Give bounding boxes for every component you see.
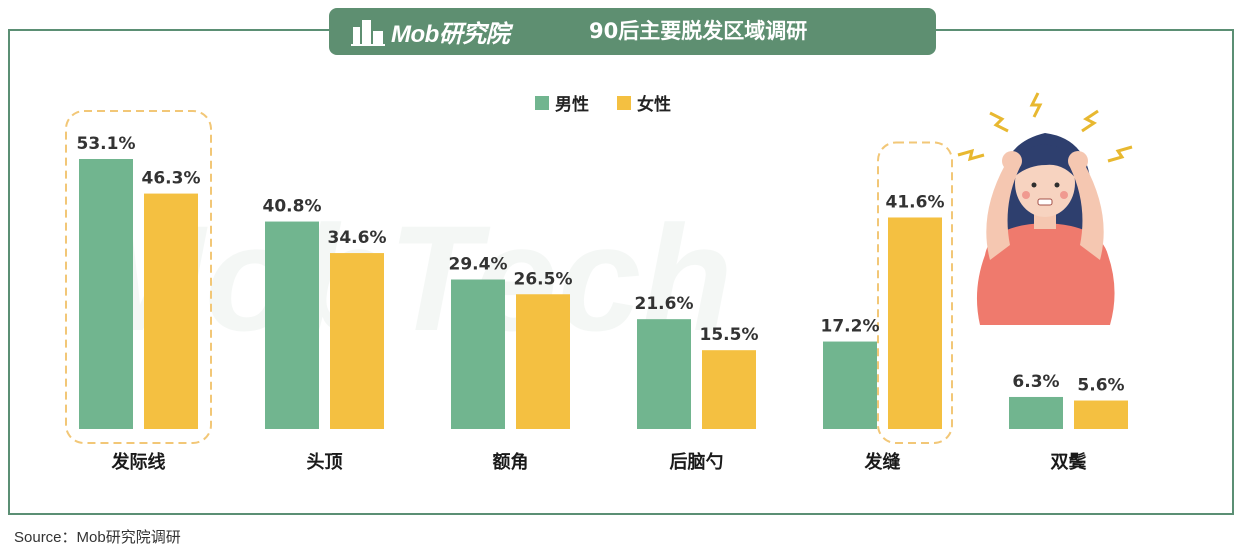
category-label-4: 发缝 — [864, 451, 901, 473]
legend-label-female: 女性 — [637, 95, 671, 115]
stressed-woman-illustration — [957, 92, 1133, 325]
bar-female-0 — [144, 193, 198, 429]
mob-logo: Mob研究院 — [351, 14, 510, 49]
legend: 男性 女性 — [535, 90, 699, 115]
data-label-male-0: 53.1% — [77, 134, 136, 154]
legend-swatch-male — [535, 95, 549, 110]
legend-item-female: 女性 — [617, 90, 671, 115]
highlight-box-1 — [877, 141, 953, 444]
legend-item-male: 男性 — [535, 90, 589, 115]
bar-female-3 — [702, 350, 756, 429]
bar-male-5 — [1009, 396, 1063, 429]
bar-female-2 — [516, 294, 570, 429]
category-label-1: 头顶 — [307, 452, 343, 473]
data-label-male-1: 40.8% — [263, 197, 322, 217]
bar-female-5 — [1074, 400, 1128, 429]
category-label-5: 双鬓 — [1051, 451, 1087, 473]
building-logo-icon — [351, 19, 385, 46]
data-label-male-5: 6.3% — [1012, 372, 1059, 392]
category-label-0: 发际线 — [111, 451, 166, 473]
data-label-female-2: 26.5% — [514, 269, 573, 289]
bar-male-0 — [79, 159, 133, 429]
source-note: Source：Mob研究院调研 — [14, 529, 181, 546]
data-label-male-3: 21.6% — [635, 294, 694, 314]
bar-male-1 — [265, 221, 319, 429]
header-banner: Mob研究院 90后主要脱发区域调研 — [329, 8, 936, 55]
highlight-box-0 — [65, 110, 212, 444]
data-label-female-3: 15.5% — [700, 325, 759, 345]
legend-label-male: 男性 — [555, 95, 589, 115]
data-label-male-2: 29.4% — [449, 255, 508, 275]
data-label-female-4: 41.6% — [886, 192, 945, 212]
bar-male-4 — [823, 341, 877, 429]
page-title: 90后主要脱发区域调研 — [589, 19, 808, 43]
bar-female-1 — [330, 253, 384, 429]
legend-swatch-female — [617, 95, 631, 110]
logo-text: Mob研究院 — [391, 21, 510, 48]
bar-female-4 — [888, 217, 942, 429]
category-label-2: 额角 — [493, 451, 529, 473]
data-label-female-1: 34.6% — [328, 228, 387, 248]
bar-male-2 — [451, 279, 505, 429]
data-label-female-5: 5.6% — [1077, 376, 1124, 396]
category-label-3: 后脑勺 — [670, 451, 724, 473]
data-label-male-4: 17.2% — [821, 317, 880, 337]
data-label-female-0: 46.3% — [142, 169, 201, 189]
bar-male-3 — [637, 319, 691, 429]
